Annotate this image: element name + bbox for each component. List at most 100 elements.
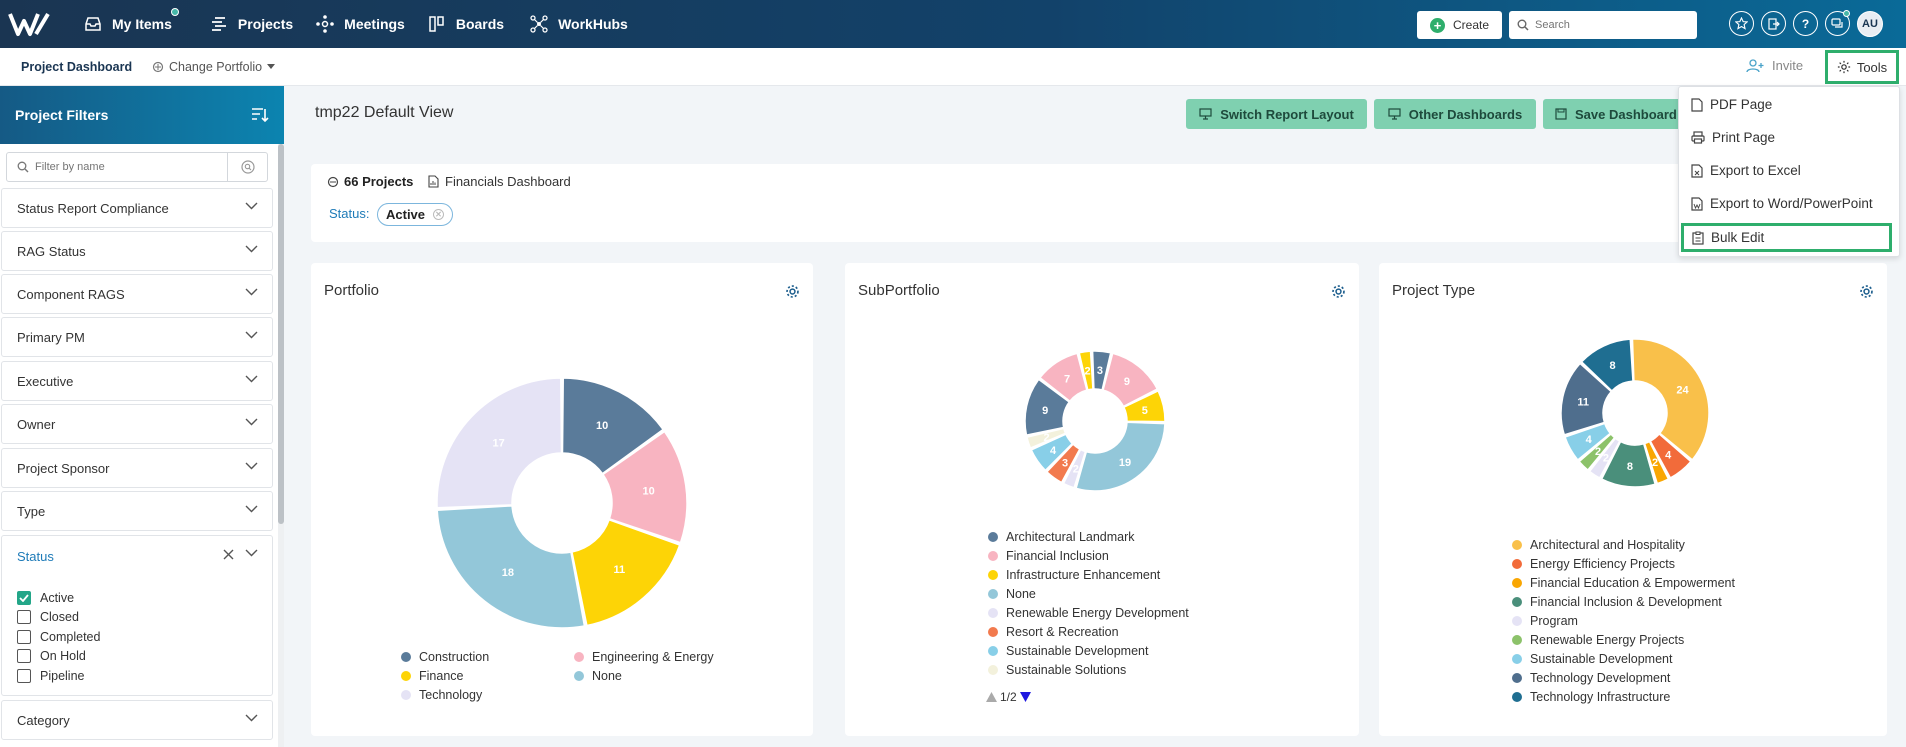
save-dashboard-button[interactable]: Save Dashboard — [1543, 99, 1681, 129]
nav-meetings[interactable]: Meetings — [315, 14, 405, 34]
clear-filter-icon[interactable] — [223, 549, 234, 560]
donut-segment[interactable] — [1091, 350, 1112, 391]
filter-status[interactable]: Status Active Closed Completed On Hold P… — [1, 535, 273, 696]
gear-icon[interactable] — [785, 284, 800, 299]
menu-item-export-excel[interactable]: Export to Excel — [1691, 163, 1801, 178]
donut-segment[interactable] — [436, 505, 586, 629]
legend-item[interactable]: Program — [1512, 614, 1578, 628]
status-option-completed[interactable]: Completed — [17, 627, 100, 647]
sidebar-scrollbar[interactable] — [278, 144, 284, 747]
filter-project-sponsor[interactable]: Project Sponsor — [1, 448, 273, 488]
status-option-closed[interactable]: Closed — [17, 608, 100, 628]
filter-status-report-compliance[interactable]: Status Report Compliance — [1, 188, 273, 228]
donut-segment[interactable] — [1580, 338, 1634, 392]
legend-item[interactable]: Engineering & Energy — [574, 650, 714, 664]
donut-segment[interactable] — [1649, 433, 1692, 479]
app-logo-icon[interactable] — [0, 0, 60, 48]
gear-icon[interactable] — [1331, 284, 1346, 299]
menu-item-bulk-edit[interactable]: Bulk Edit — [1681, 223, 1892, 252]
checkbox-checked[interactable] — [17, 590, 31, 605]
donut-segment[interactable] — [1046, 443, 1081, 484]
menu-item-print-page[interactable]: Print Page — [1691, 130, 1775, 145]
donut-segment[interactable] — [1024, 378, 1071, 436]
chevron-down-icon[interactable] — [245, 549, 258, 557]
donut-segment[interactable] — [436, 377, 563, 509]
donut-segment[interactable] — [1078, 350, 1094, 391]
donut-segment[interactable] — [602, 430, 688, 544]
legend-item[interactable]: Energy Efficiency Projects — [1512, 557, 1675, 571]
legend-item[interactable]: Technology — [401, 688, 482, 702]
donut-segment[interactable] — [1600, 440, 1656, 488]
legend-item[interactable]: Resort & Recreation — [988, 625, 1119, 639]
filter-executive[interactable]: Executive — [1, 361, 273, 401]
sidebar-scroll-thumb[interactable] — [278, 144, 284, 524]
help-icon[interactable]: ? — [1793, 11, 1818, 36]
create-button[interactable]: + Create — [1417, 11, 1502, 39]
financials-dashboard-link[interactable]: Financials Dashboard — [428, 174, 571, 189]
donut-segment[interactable] — [1578, 433, 1616, 471]
gear-icon[interactable] — [1859, 284, 1874, 299]
tab-project-dashboard[interactable]: Project Dashboard — [21, 60, 133, 74]
filter-component-rags[interactable]: Component RAGS — [1, 274, 273, 314]
triangle-up-icon[interactable] — [986, 692, 997, 702]
filter-rag-status[interactable]: RAG Status — [1, 231, 273, 271]
sort-icon[interactable] — [251, 107, 269, 123]
tools-button[interactable]: Tools — [1825, 50, 1899, 84]
legend-item[interactable]: Sustainable Solutions — [988, 663, 1126, 677]
user-avatar[interactable]: AU — [1857, 11, 1883, 37]
legend-item[interactable]: Technology Infrastructure — [1512, 690, 1670, 704]
status-option-active[interactable]: Active — [17, 588, 100, 608]
donut-segment[interactable] — [1588, 437, 1621, 479]
donut-segment[interactable] — [561, 377, 664, 475]
donut-segment[interactable] — [1102, 352, 1158, 408]
status-option-pipeline[interactable]: Pipeline — [17, 666, 100, 686]
donut-segment[interactable] — [571, 519, 681, 627]
filter-type[interactable]: Type — [1, 491, 273, 531]
legend-item[interactable]: Architectural and Hospitality — [1512, 538, 1685, 552]
donut-segment[interactable] — [1123, 390, 1166, 423]
filter-by-name-input[interactable] — [35, 161, 225, 173]
nav-my-items[interactable]: My Items — [83, 8, 179, 34]
menu-item-export-word-powerpoint[interactable]: Export to Word/PowerPoint — [1691, 196, 1873, 211]
legend-item[interactable]: Technology Development — [1512, 671, 1670, 685]
legend-item[interactable]: Finance — [401, 669, 463, 683]
legend-item[interactable]: Renewable Energy Projects — [1512, 633, 1684, 647]
donut-segment[interactable] — [1026, 427, 1067, 449]
legend-item[interactable]: Renewable Energy Development — [988, 606, 1189, 620]
other-dashboards-button[interactable]: Other Dashboards — [1374, 99, 1536, 129]
donut-segment[interactable] — [1643, 440, 1670, 485]
donut-segment[interactable] — [1564, 422, 1612, 461]
filter-category[interactable]: Category — [1, 700, 273, 740]
legend-item[interactable]: Construction — [401, 650, 489, 664]
donut-segment[interactable] — [1039, 352, 1088, 402]
change-portfolio-dropdown[interactable]: Change Portfolio — [152, 60, 276, 74]
legend-item[interactable]: Financial Inclusion — [988, 549, 1109, 563]
legend-item[interactable]: None — [988, 587, 1036, 601]
chat-icon[interactable] — [1825, 10, 1850, 36]
legend-item[interactable]: None — [574, 669, 622, 683]
nav-projects[interactable]: Projects — [209, 14, 293, 34]
donut-segment[interactable] — [1062, 448, 1087, 489]
donut-segment[interactable] — [1030, 433, 1074, 472]
legend-item[interactable]: Sustainable Development — [1512, 652, 1672, 666]
legend-item[interactable]: Financial Inclusion & Development — [1512, 595, 1722, 609]
star-icon[interactable] — [1729, 11, 1754, 36]
checkbox[interactable] — [17, 629, 31, 644]
legend-item[interactable]: Architectural Landmark — [988, 530, 1135, 544]
filter-search-button[interactable] — [227, 153, 267, 181]
legend-item[interactable]: Infrastructure Enhancement — [988, 568, 1160, 582]
status-filter-chip[interactable]: Active ✕ — [377, 203, 454, 226]
checkbox[interactable] — [17, 668, 31, 683]
search-input[interactable] — [1535, 19, 1685, 31]
menu-item-pdf-page[interactable]: PDF Page — [1691, 97, 1772, 112]
sign-out-icon[interactable] — [1761, 11, 1786, 36]
switch-report-layout-button[interactable]: Switch Report Layout — [1186, 99, 1367, 129]
donut-segment[interactable] — [1560, 362, 1612, 436]
triangle-down-icon[interactable] — [1019, 692, 1031, 702]
nav-boards[interactable]: Boards — [427, 14, 504, 34]
invite-button[interactable]: Invite — [1746, 58, 1803, 73]
status-option-on-hold[interactable]: On Hold — [17, 647, 100, 667]
legend-item[interactable]: Sustainable Development — [988, 644, 1148, 658]
global-search[interactable] — [1509, 11, 1697, 39]
legend-item[interactable]: Financial Education & Empowerment — [1512, 576, 1735, 590]
